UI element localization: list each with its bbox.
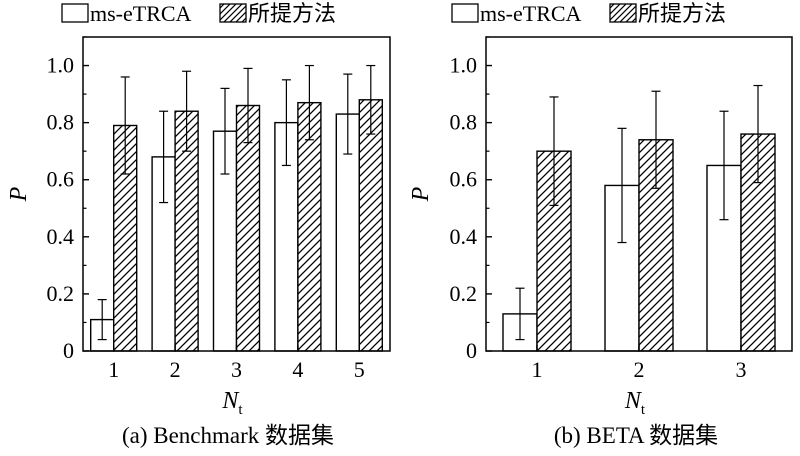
x-tick-label: 1 [108, 357, 119, 382]
error-bar-ms-etrca-4 [281, 79, 291, 167]
x-tick-label: 3 [231, 357, 242, 382]
y-tick-label: 0.2 [450, 281, 478, 306]
y-axis-label: P [408, 186, 434, 202]
error-bar-ms-etrca-3 [220, 87, 230, 175]
legend-label: 所提方法 [248, 1, 336, 26]
y-tick-label: 0.6 [450, 167, 478, 192]
legend-swatch [609, 3, 637, 23]
x-axis-label: Nt [221, 388, 243, 418]
x-tick-label: 5 [354, 357, 365, 382]
legend: ms-eTRCA 所提方法 [61, 1, 336, 26]
legend-label: 所提方法 [638, 1, 726, 26]
legend-label: ms-eTRCA [480, 1, 582, 26]
legend-item-ms-etrca: ms-eTRCA [61, 1, 192, 26]
y-tick-label: 0.2 [47, 281, 75, 306]
error-bar-ms-etrca-2 [617, 127, 627, 244]
y-tick-label: 0.8 [47, 110, 75, 135]
error-bar-proposed-2 [182, 70, 192, 152]
y-tick-label: 0.8 [450, 110, 478, 135]
x-tick-label: 2 [170, 357, 181, 382]
error-bar-proposed-3 [753, 84, 763, 184]
bar-proposed-5 [358, 99, 383, 352]
error-bar-ms-etrca-3 [719, 110, 729, 221]
x-tick-label: 1 [532, 357, 543, 382]
x-tick-label: 4 [292, 357, 303, 382]
panel-benchmark: 0 0.2 0.4 0.6 0.8 1.0 1 2 3 4 5 P Nt ms-eTRCA 所提方法 (a) … [6, 1, 391, 448]
y-tick-label: 0.4 [450, 224, 478, 249]
y-axis-label: P [6, 186, 32, 202]
x-axis-label: Nt [624, 388, 646, 418]
y-tick-label: 0 [466, 338, 477, 363]
error-bar-ms-etrca-2 [159, 110, 169, 204]
legend-swatch [451, 3, 479, 23]
legend-swatch [219, 3, 247, 23]
panel-caption: (b) BETA 数据集 [554, 423, 718, 448]
y-tick-label: 0 [63, 338, 74, 363]
error-bar-proposed-3 [243, 67, 253, 144]
error-bar-proposed-1 [549, 96, 559, 207]
x-tick-label: 3 [736, 357, 747, 382]
x-tick-label: 2 [634, 357, 645, 382]
panel-caption: (a) Benchmark 数据集 [122, 423, 334, 448]
legend-item-proposed: 所提方法 [609, 1, 726, 26]
error-bar-ms-etrca-1 [515, 287, 525, 341]
y-tick-label: 1.0 [450, 53, 478, 78]
y-tick-label: 0.4 [47, 224, 75, 249]
legend: ms-eTRCA 所提方法 [451, 1, 726, 26]
legend-label: ms-eTRCA [90, 1, 192, 26]
error-bar-ms-etrca-1 [97, 299, 107, 341]
error-bar-ms-etrca-5 [343, 73, 353, 155]
error-bar-proposed-2 [651, 90, 661, 189]
legend-swatch [61, 3, 89, 23]
legend-item-proposed: 所提方法 [219, 1, 336, 26]
legend-item-ms-etrca: ms-eTRCA [451, 1, 582, 26]
panel-beta: 0 0.2 0.4 0.6 0.8 1.0 1 2 3 P Nt ms-eTRCA 所提方法 (b) BE… [408, 1, 793, 448]
error-bar-proposed-5 [366, 64, 376, 135]
error-bar-proposed-4 [304, 64, 314, 141]
y-tick-label: 1.0 [47, 53, 75, 78]
y-tick-label: 0.6 [47, 167, 75, 192]
error-bar-proposed-1 [120, 76, 130, 175]
